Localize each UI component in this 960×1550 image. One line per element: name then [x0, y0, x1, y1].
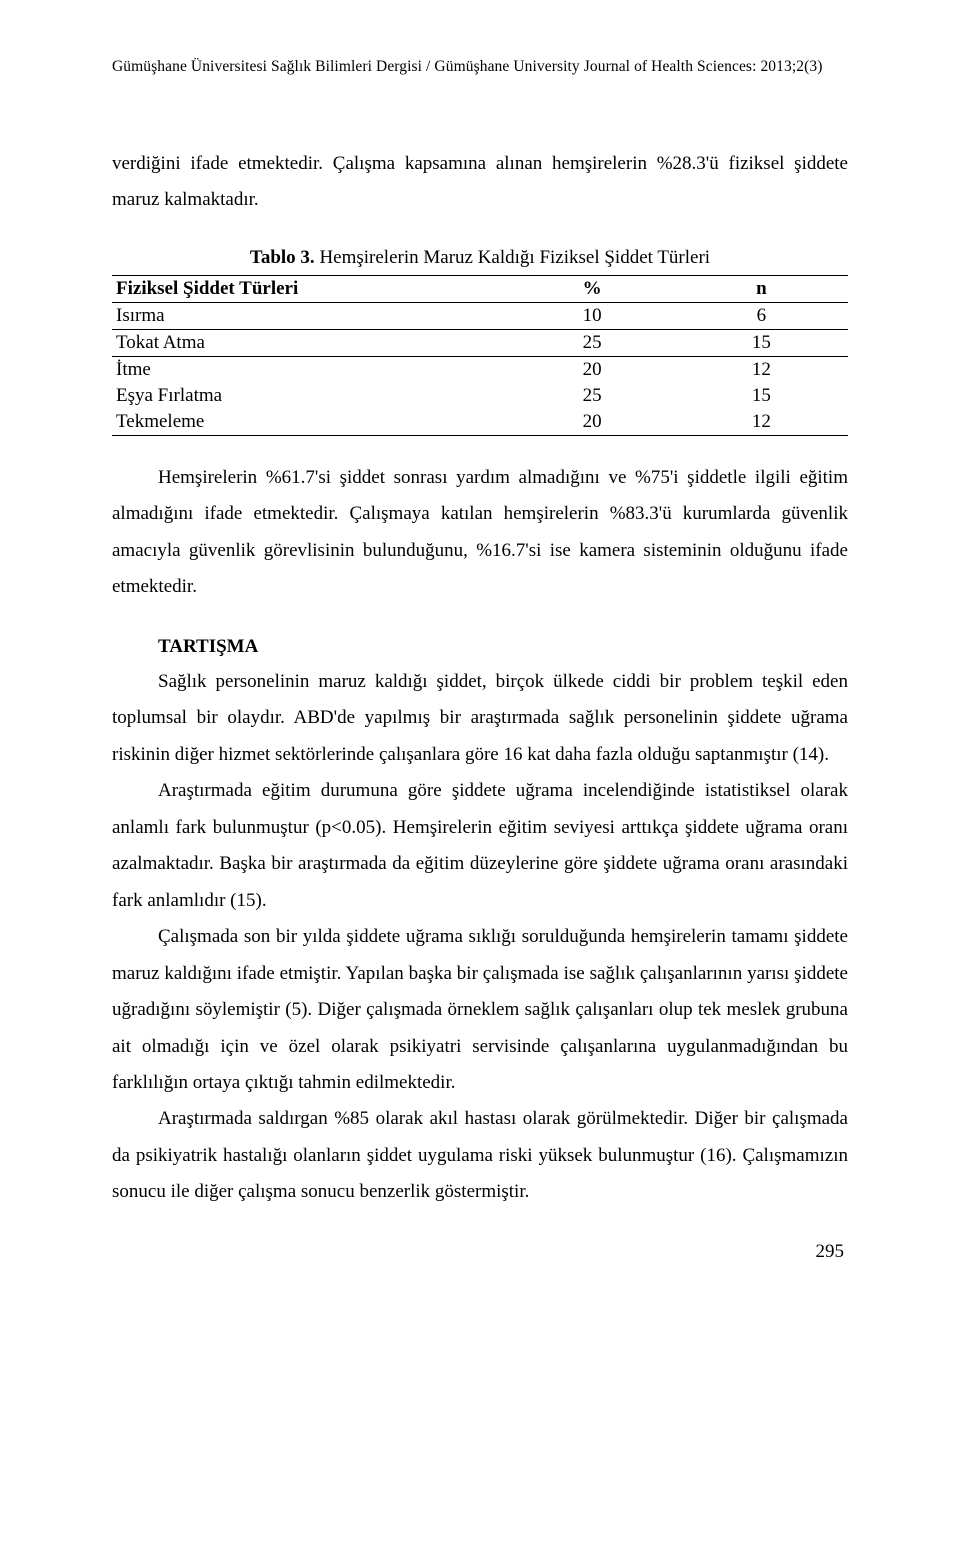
- cell-n: 6: [679, 302, 848, 329]
- table-row: Tekmeleme 20 12: [112, 409, 848, 436]
- discussion-heading: TARTIŞMA: [112, 636, 848, 658]
- table-header-row: Fiziksel Şiddet Türleri % n: [112, 275, 848, 302]
- cell-n: 15: [679, 329, 848, 356]
- table-3-wrap: Tablo 3. Hemşirelerin Maruz Kaldığı Fizi…: [112, 247, 848, 436]
- cell-label: Isırma: [112, 302, 509, 329]
- discussion-paragraph-3: Çalışmada son bir yılda şiddete uğrama s…: [112, 919, 848, 1101]
- table-row: Isırma 10 6: [112, 302, 848, 329]
- cell-n: 15: [679, 383, 848, 409]
- cell-percent: 20: [509, 356, 678, 383]
- table-3-caption-label: Tablo 3.: [250, 247, 315, 268]
- cell-label: Tokat Atma: [112, 329, 509, 356]
- table-row: Tokat Atma 25 15: [112, 329, 848, 356]
- table-3-caption-text: Hemşirelerin Maruz Kaldığı Fiziksel Şidd…: [315, 247, 710, 268]
- table-3: Fiziksel Şiddet Türleri % n Isırma 10 6 …: [112, 275, 848, 436]
- cell-percent: 20: [509, 409, 678, 436]
- cell-percent: 25: [509, 383, 678, 409]
- cell-label: Tekmeleme: [112, 409, 509, 436]
- cell-percent: 10: [509, 302, 678, 329]
- table-row: İtme 20 12: [112, 356, 848, 383]
- cell-label: İtme: [112, 356, 509, 383]
- cell-label: Eşya Fırlatma: [112, 383, 509, 409]
- discussion-paragraph-4: Araştırmada saldırgan %85 olarak akıl ha…: [112, 1101, 848, 1210]
- discussion-paragraph-1: Sağlık personelinin maruz kaldığı şiddet…: [112, 664, 848, 773]
- col-header-n: n: [679, 275, 848, 302]
- cell-n: 12: [679, 409, 848, 436]
- col-header-percent: %: [509, 275, 678, 302]
- running-head: Gümüşhane Üniversitesi Sağlık Bilimleri …: [112, 58, 848, 76]
- page-number: 295: [112, 1241, 848, 1263]
- table-3-caption: Tablo 3. Hemşirelerin Maruz Kaldığı Fizi…: [112, 247, 848, 269]
- cell-n: 12: [679, 356, 848, 383]
- col-header-type: Fiziksel Şiddet Türleri: [112, 275, 509, 302]
- intro-paragraph-1: verdiğini ifade etmektedir. Çalışma kaps…: [112, 146, 848, 219]
- discussion-paragraph-2: Araştırmada eğitim durumuna göre şiddete…: [112, 773, 848, 919]
- cell-percent: 25: [509, 329, 678, 356]
- table-row: Eşya Fırlatma 25 15: [112, 383, 848, 409]
- after-table-paragraph-1: Hemşirelerin %61.7'si şiddet sonrası yar…: [112, 460, 848, 606]
